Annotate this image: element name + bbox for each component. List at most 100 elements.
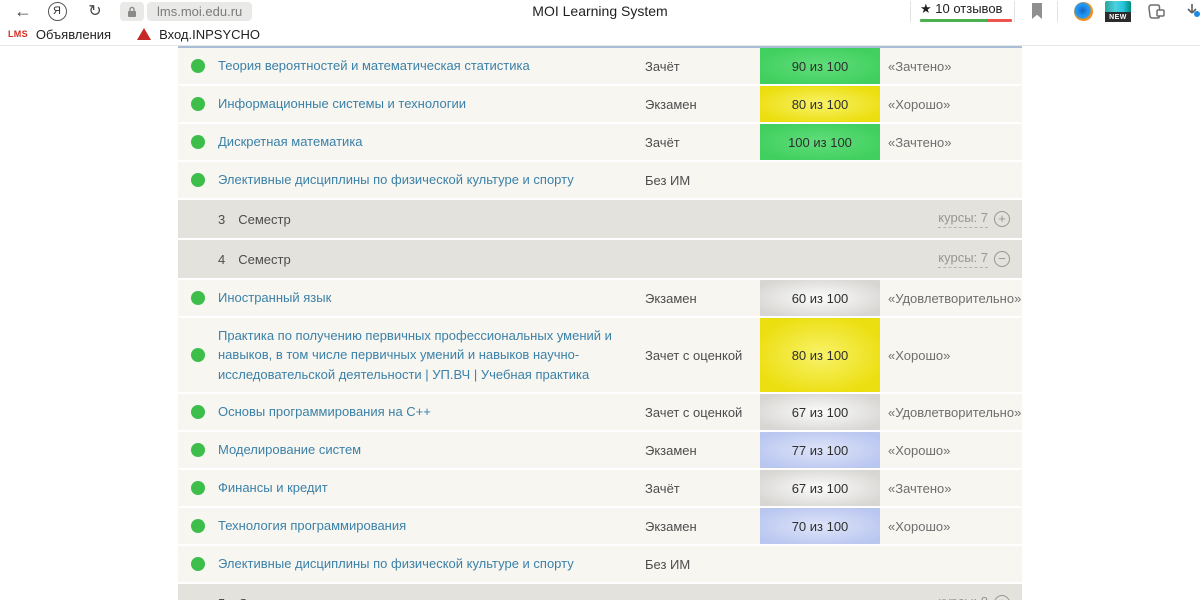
course-name-link[interactable]: Практика по получению первичных професси… bbox=[218, 326, 645, 385]
address-bar[interactable]: lms.moi.edu.ru bbox=[147, 2, 253, 21]
exam-type: Зачёт bbox=[645, 134, 680, 150]
toggle-button[interactable]: + bbox=[994, 211, 1010, 227]
refresh-button[interactable]: ↻ bbox=[82, 0, 108, 22]
extension-with-new-badge[interactable]: NEW bbox=[1105, 1, 1131, 22]
course-name-link[interactable]: Иностранный язык bbox=[218, 288, 645, 308]
course-name: Финансы и кредит bbox=[218, 480, 328, 496]
semester-header: 5 Семестр курсы: 8 + bbox=[178, 584, 1022, 600]
toolbar-divider bbox=[910, 1, 911, 22]
status-cell bbox=[178, 519, 218, 533]
status-dot-icon bbox=[191, 97, 205, 111]
course-name: Технология программирования bbox=[218, 518, 407, 534]
course-name-link[interactable]: Элективные дисциплины по физической куль… bbox=[218, 554, 645, 574]
status-dot-icon bbox=[191, 519, 205, 533]
course-name-link[interactable]: Теория вероятностей и математическая ста… bbox=[218, 56, 645, 76]
courses-count-link[interactable]: курсы: 7 bbox=[938, 210, 988, 228]
yandex-button[interactable]: Я bbox=[44, 0, 70, 22]
page-content: Теория вероятностей и математическая ста… bbox=[0, 46, 1200, 600]
grade: «Зачтено» bbox=[888, 480, 952, 496]
exam-type: Экзамен bbox=[645, 290, 697, 306]
score-box: 90 из 100 bbox=[760, 48, 880, 84]
bookmark-inpsycho-login[interactable]: Вход.INPSYCHO bbox=[137, 27, 260, 42]
semester-number: 5 bbox=[218, 596, 225, 600]
status-cell bbox=[178, 135, 218, 149]
grade: «Хорошо» bbox=[888, 442, 951, 458]
exam-type: Зачет с оценкой bbox=[645, 347, 743, 363]
toggle-button[interactable]: + bbox=[994, 595, 1010, 600]
browser-chrome: ← Я ↻ lms.moi.edu.ru MOI Learning System… bbox=[0, 0, 1200, 46]
course-name-link[interactable]: Информационные системы и технологии bbox=[218, 94, 645, 114]
status-dot-icon bbox=[191, 59, 205, 73]
lms-favicon: LMS bbox=[8, 29, 28, 39]
back-button[interactable]: ← bbox=[10, 0, 36, 22]
course-name: Иностранный язык bbox=[218, 290, 332, 306]
semester-label: Семестр bbox=[238, 596, 290, 600]
course-name-link[interactable]: Моделирование систем bbox=[218, 440, 645, 460]
score-cell: 90 из 100 bbox=[760, 48, 880, 84]
course-name: Моделирование систем bbox=[218, 442, 362, 458]
semester-header: 4 Семестр курсы: 7 − bbox=[178, 240, 1022, 278]
score-cell bbox=[760, 546, 880, 582]
exam-type: Экзамен bbox=[645, 518, 697, 534]
bookmark-this-page-button[interactable] bbox=[1030, 3, 1044, 20]
collapse-icon: − bbox=[998, 251, 1006, 266]
course-name-link[interactable]: Финансы и кредит bbox=[218, 478, 645, 498]
score-box: 60 из 100 bbox=[760, 280, 880, 316]
exam-type: Экзамен bbox=[645, 442, 697, 458]
back-arrow-icon: ← bbox=[14, 0, 32, 21]
courses-count-link[interactable]: курсы: 8 bbox=[938, 594, 988, 600]
course-name: Практика по получению первичных професси… bbox=[218, 327, 612, 382]
course-name-link[interactable]: Дискретная математика bbox=[218, 132, 645, 152]
grades-table: Теория вероятностей и математическая ста… bbox=[178, 46, 1022, 600]
status-dot-icon bbox=[191, 173, 205, 187]
grade: «Удовлетворительно» bbox=[888, 404, 1022, 420]
course-name: Теория вероятностей и математическая ста… bbox=[218, 58, 530, 74]
reviews-count-label: 10 отзывов bbox=[935, 1, 1003, 16]
score-cell: 77 из 100 bbox=[760, 432, 880, 468]
course-row: Элективные дисциплины по физической куль… bbox=[178, 162, 1022, 198]
courses-count-link[interactable]: курсы: 7 bbox=[938, 250, 988, 268]
status-cell bbox=[178, 291, 218, 305]
extension-icon[interactable] bbox=[1074, 2, 1093, 21]
course-row: Элективные дисциплины по физической куль… bbox=[178, 546, 1022, 582]
extension-art-icon bbox=[1105, 1, 1131, 12]
course-name: Дискретная математика bbox=[218, 134, 363, 150]
exam-type: Зачёт bbox=[645, 480, 680, 496]
course-row: Технология программирования Экзамен 70 и… bbox=[178, 508, 1022, 544]
course-name-link[interactable]: Элективные дисциплины по физической куль… bbox=[218, 170, 645, 190]
score-box: 70 из 100 bbox=[760, 508, 880, 544]
score-cell: 100 из 100 bbox=[760, 124, 880, 160]
bookmark-announcements[interactable]: LMS Объявления bbox=[8, 27, 111, 42]
course-row: Информационные системы и технологии Экза… bbox=[178, 86, 1022, 122]
rating-bar-positive bbox=[920, 19, 988, 22]
status-dot-icon bbox=[191, 481, 205, 495]
course-row: Дискретная математика Зачёт 100 из 100 «… bbox=[178, 124, 1022, 160]
course-row: Практика по получению первичных професси… bbox=[178, 318, 1022, 392]
navigation-bar: ← Я ↻ lms.moi.edu.ru MOI Learning System… bbox=[0, 0, 1200, 23]
score-box: 100 из 100 bbox=[760, 124, 880, 160]
inpsycho-favicon bbox=[137, 28, 152, 40]
downloads-button[interactable] bbox=[1184, 2, 1200, 27]
course-row: Моделирование систем Экзамен 77 из 100 «… bbox=[178, 432, 1022, 468]
toggle-button[interactable]: − bbox=[994, 251, 1010, 267]
exam-type: Без ИМ bbox=[645, 172, 691, 188]
exam-type: Зачет с оценкой bbox=[645, 404, 743, 420]
course-name: Элективные дисциплины по физической куль… bbox=[218, 556, 574, 572]
site-security-badge[interactable] bbox=[120, 2, 144, 21]
course-name-link[interactable]: Технология программирования bbox=[218, 516, 645, 536]
semester-label: Семестр bbox=[238, 251, 291, 267]
toolbar-divider bbox=[1014, 1, 1015, 22]
score-box: 80 из 100 bbox=[760, 86, 880, 122]
site-reviews-widget[interactable]: ★ 10 отзывов bbox=[920, 1, 1012, 22]
yandex-icon: Я bbox=[47, 1, 67, 21]
status-dot-icon bbox=[191, 443, 205, 457]
side-panel-button[interactable] bbox=[1146, 2, 1170, 27]
semester-controls: курсы: 7 − bbox=[938, 250, 1010, 268]
course-name-link[interactable]: Основы программирования на C++ bbox=[218, 402, 645, 422]
exam-type: Без ИМ bbox=[645, 556, 691, 572]
grade: «Хорошо» bbox=[888, 347, 951, 363]
status-cell bbox=[178, 481, 218, 495]
semester-controls: курсы: 8 + bbox=[938, 594, 1010, 600]
score-cell: 80 из 100 bbox=[760, 86, 880, 122]
status-dot-icon bbox=[191, 135, 205, 149]
